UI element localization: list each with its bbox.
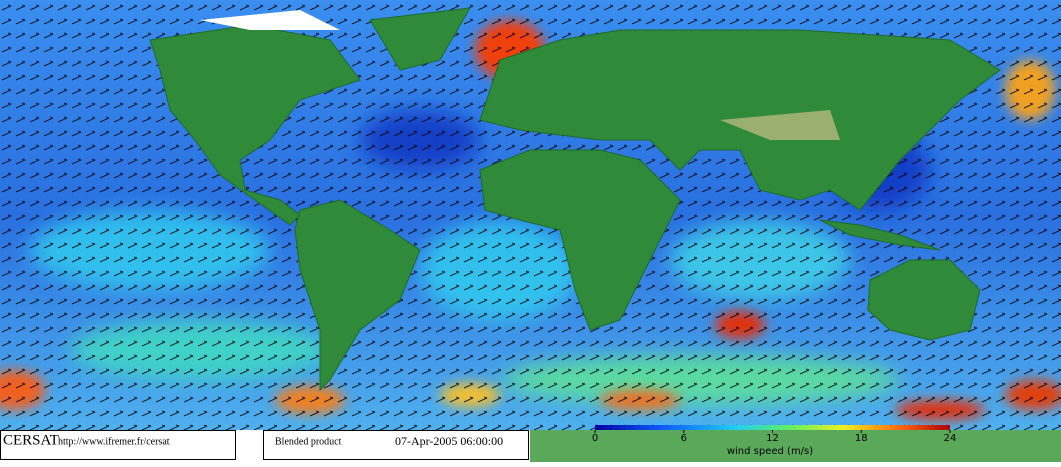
footer: CERSAT http://www.ifremer.fr/cersat Blen… <box>0 425 1061 462</box>
colorbar-tick-label: 0 <box>592 433 598 444</box>
colorbar-tick-label: 6 <box>681 433 687 444</box>
product: Blended product <box>275 436 342 447</box>
colorbar-label: wind speed (m/s) <box>727 446 813 457</box>
colorbar-tick-label: 12 <box>766 433 779 444</box>
colorbar-tick-label: 18 <box>855 433 868 444</box>
land <box>149 7 1001 392</box>
colorbar-tick-label: 24 <box>944 433 957 444</box>
logo: CERSAT <box>3 432 59 448</box>
date: 07-Apr-2005 06:00:00 <box>395 434 503 448</box>
colorbar <box>595 425 950 430</box>
url: http://www.ifremer.fr/cersat <box>58 436 170 447</box>
